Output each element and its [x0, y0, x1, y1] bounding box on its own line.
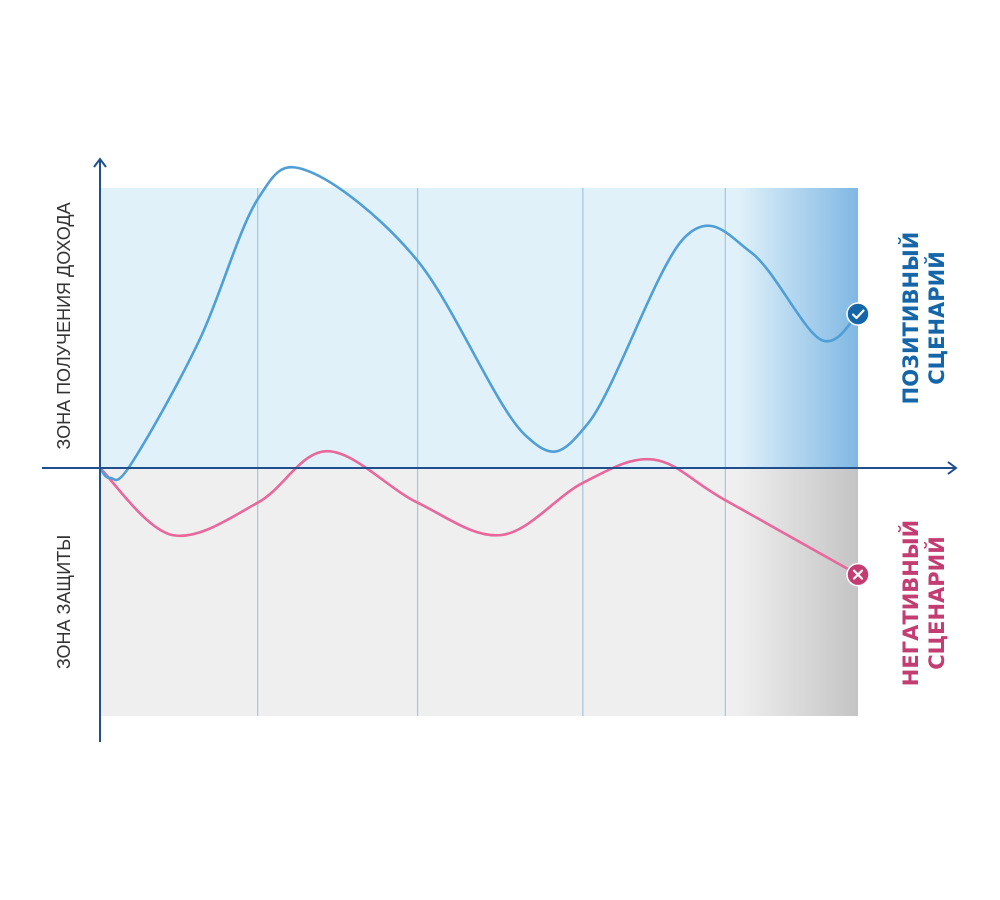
negative-scenario-line: [98, 449, 860, 576]
income-zone-background: [100, 188, 858, 468]
positive-scenario-label-line2: СЦЕНАРИЙ: [924, 251, 949, 385]
x-axis-arrow-icon: [947, 461, 958, 475]
protection-zone-fade: [738, 468, 858, 716]
negative-scenario-endpoint: [846, 562, 870, 587]
income-zone-fade: [738, 188, 858, 468]
protection-zone-background: [100, 468, 858, 716]
protection-zone-label: ЗОНА ЗАЩИТЫ: [54, 535, 74, 669]
positive-scenario-label: ПОЗИТИВНЫЙ СЦЕНАРИЙ: [898, 232, 949, 405]
y-axis: [93, 157, 107, 742]
scenario-lines: [98, 165, 870, 587]
positive-endpoint-circle: [846, 302, 870, 326]
negative-scenario-label: НЕГАТИВНЫЙ СЦЕНАРИЙ: [898, 520, 949, 686]
positive-scenario-endpoint: [846, 302, 870, 326]
negative-scenario-label-line2: СЦЕНАРИЙ: [924, 536, 949, 670]
x-axis: [42, 461, 958, 475]
y-axis-arrow-icon: [93, 157, 107, 168]
income-zone-label: ЗОНА ПОЛУЧЕНИЯ ДОХОДА: [54, 202, 74, 449]
positive-scenario-line: [98, 165, 860, 482]
positive-scenario-label-line1: ПОЗИТИВНЫЙ: [898, 232, 923, 405]
negative-scenario-label-line1: НЕГАТИВНЫЙ: [898, 520, 923, 686]
check-icon: [851, 309, 865, 320]
gridlines: [257, 188, 726, 716]
close-icon: [852, 569, 864, 580]
